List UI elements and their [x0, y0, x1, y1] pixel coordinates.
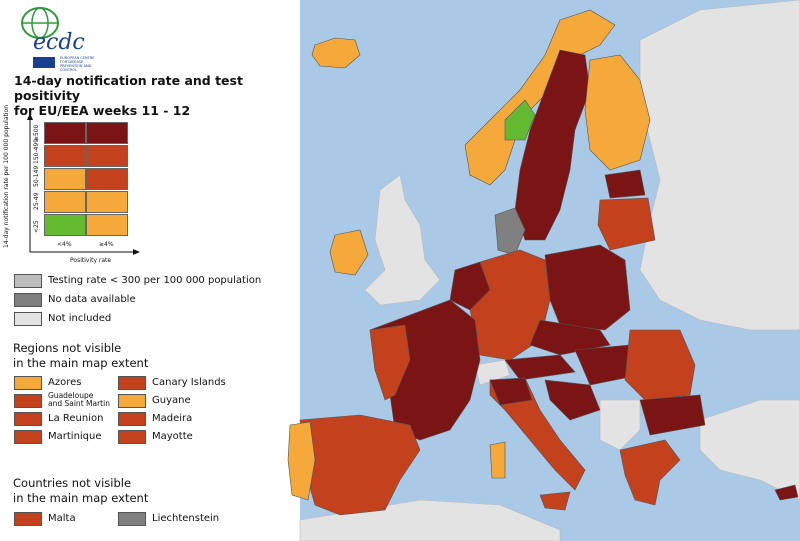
matrix-cell [86, 191, 128, 213]
germany [469, 249, 551, 361]
regions-heading-line-2: in the main map extent [13, 356, 149, 370]
swatch-la-reunion [14, 412, 42, 426]
globe-icon [21, 7, 59, 39]
finland [584, 54, 651, 171]
swatch-mayotte [118, 430, 146, 444]
matrix-cell [44, 214, 86, 236]
croatia [544, 379, 601, 421]
balkans-nonEU [599, 399, 641, 451]
region-azores: Azores [48, 377, 82, 388]
uk-region [364, 174, 441, 306]
legend-testing-low: Testing rate < 300 per 100 000 populatio… [48, 275, 262, 286]
matrix-y-tick: <25 [33, 220, 40, 233]
latvia-lithuania [597, 197, 656, 251]
bulgaria [639, 394, 706, 436]
swatch-guyane [118, 394, 146, 408]
norway-green [504, 99, 536, 141]
matrix-cell [44, 191, 86, 213]
austria [504, 354, 576, 381]
switzerland [474, 359, 511, 386]
matrix-cell [86, 145, 128, 167]
matrix-cell [86, 168, 128, 190]
cyprus [774, 484, 799, 501]
portugal [287, 421, 316, 501]
region-mayotte: Mayotte [152, 431, 193, 442]
legend-panel [0, 0, 300, 541]
regions-heading-line-1: Regions not visible [13, 341, 122, 355]
title-line-2: for EU/EEA weeks 11 - 12 [14, 103, 191, 118]
sardinia [489, 441, 506, 479]
region-guadeloupe-line-1: Guadeloupe [48, 391, 94, 400]
swatch-testing-low [14, 274, 42, 288]
matrix-y-tick: 50-149 [33, 165, 40, 187]
matrix-y-tick: 150-499 [33, 138, 40, 164]
matrix-cell [44, 145, 86, 167]
legend-no-data: No data available [48, 294, 136, 305]
matrix-axes [27, 113, 140, 255]
region-canary-islands: Canary Islands [152, 377, 226, 388]
title-line-1: 14-day notification rate and test positi… [14, 73, 243, 103]
swatch-no-data [14, 293, 42, 307]
italy-north [489, 377, 533, 406]
sicily [539, 491, 571, 511]
swatch-not-included [14, 312, 42, 326]
region-guadeloupe: Guadeloupe and Saint Martin [48, 392, 110, 408]
ecdc-logo [12, 6, 102, 68]
x-tick-low: <4% [57, 241, 72, 248]
region-guyane: Guyane [152, 395, 191, 406]
x-tick-high: ≥4% [99, 241, 114, 248]
estonia [604, 169, 646, 199]
matrix-cell [86, 214, 128, 236]
countries-heading: Countries not visible in the main map ex… [13, 476, 213, 506]
swatch-madeira [118, 412, 146, 426]
france-west [369, 324, 411, 401]
matrix-y-tick: 25-49 [33, 192, 40, 210]
russia-region [639, 0, 800, 331]
logo-subtext: EUROPEAN CENTRE FOR DISEASE PREVENTION A… [60, 56, 95, 72]
region-madeira: Madeira [152, 413, 193, 424]
countries-heading-line-2: in the main map extent [13, 491, 149, 505]
legend-not-included: Not included [48, 313, 112, 324]
countries-heading-line-1: Countries not visible [13, 476, 132, 490]
romania [624, 329, 696, 401]
matrix-cell [44, 168, 86, 190]
matrix-cell [44, 122, 86, 144]
country-liechtenstein: Liechtenstein [152, 513, 220, 524]
swatch-guadeloupe [14, 394, 42, 408]
country-malta: Malta [48, 513, 76, 524]
swatch-canary-islands [118, 376, 146, 390]
iceland [311, 37, 361, 69]
swatch-martinique [14, 430, 42, 444]
poland [544, 244, 631, 331]
swatch-azores [14, 376, 42, 390]
eu-flag-icon [33, 57, 55, 68]
region-martinique: Martinique [48, 431, 102, 442]
matrix-x-axis-label: Positivity rate [70, 257, 112, 264]
ireland [329, 229, 369, 276]
swatch-liechtenstein [118, 512, 146, 526]
regions-heading: Regions not visible in the main map exte… [13, 341, 213, 371]
region-guadeloupe-line-2: and Saint Martin [48, 399, 110, 408]
region-la-reunion: La Reunion [48, 413, 104, 424]
greece [619, 439, 681, 506]
matrix-cell [86, 122, 128, 144]
denmark [494, 207, 526, 256]
swatch-malta [14, 512, 42, 526]
map-title: 14-day notification rate and test positi… [14, 73, 284, 118]
logo-text: ecdc [33, 30, 85, 55]
